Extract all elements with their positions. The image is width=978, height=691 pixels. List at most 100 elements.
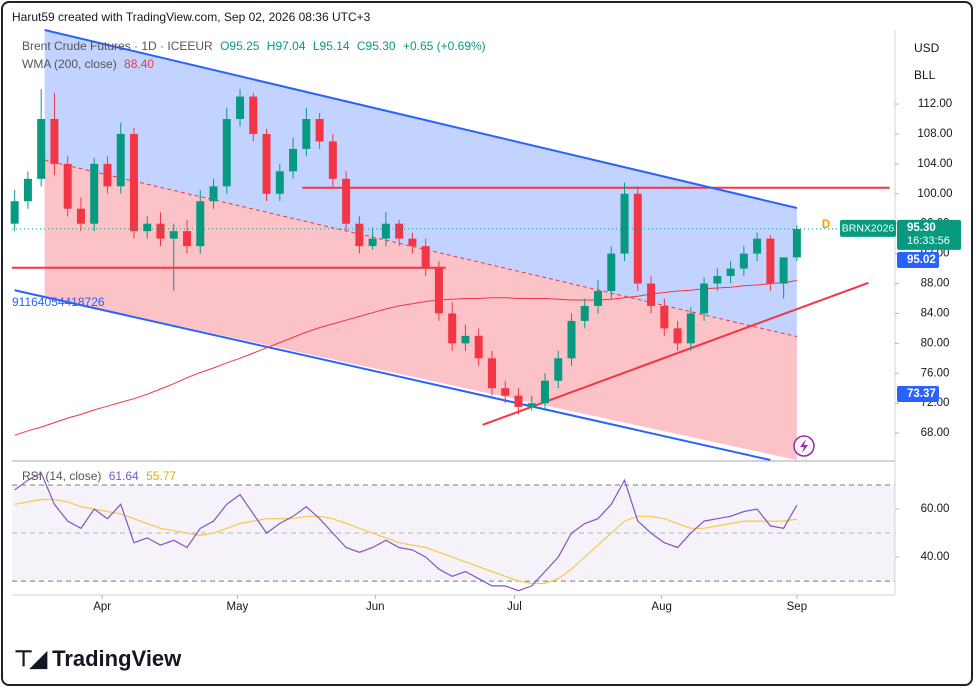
candle-body [103, 163, 112, 187]
candle-body [726, 268, 735, 277]
wma-legend: WMA (200, close) 88.40 [22, 57, 158, 71]
rsi-y-tick-label: 40.00 [921, 551, 950, 563]
channel-fill-lower [44, 160, 797, 460]
candle-body [633, 193, 642, 284]
currency[interactable]: USD [914, 41, 940, 55]
candle-body [129, 133, 138, 232]
rsi-y-tick-label: 60.00 [921, 503, 950, 515]
candle-body [739, 253, 748, 269]
ohlc-close: C95.30 [356, 39, 396, 53]
unit[interactable]: BLL [914, 68, 936, 82]
symbol: Brent Crude Futures · 1D · ICEEUR [22, 39, 213, 53]
x-tick-label: Aug [651, 601, 671, 613]
candle-body [527, 403, 536, 407]
symbol-tag: BRNX2026 [842, 223, 895, 235]
x-tick-label: Jul [507, 601, 522, 613]
countdown: 16:33:56 [907, 235, 950, 247]
candle-body [10, 201, 19, 224]
rsi-line [14, 472, 798, 592]
candle-body [580, 305, 589, 321]
candle-body [448, 313, 457, 344]
y-tick-label: 76.00 [921, 367, 950, 379]
candle-body [501, 388, 510, 396]
y-tick-label: 100.00 [917, 188, 952, 200]
y-tick-label: 68.00 [921, 427, 950, 439]
candle-body [315, 118, 324, 142]
ohlc-low: L95.14 [312, 39, 350, 53]
y-tick-label: 80.00 [921, 337, 950, 349]
candle-body [792, 228, 801, 258]
candle-body [76, 208, 85, 224]
left-label: 91164054418726 [12, 295, 105, 309]
candle-body [514, 395, 523, 407]
candle-body [143, 223, 152, 232]
candle-body [540, 380, 549, 404]
price-tag: 73.37 [907, 388, 936, 400]
legend-row: Brent Crude Futures · 1D · ICEEUR O95.25… [22, 39, 490, 53]
candle-body [567, 320, 576, 359]
candle-body [461, 335, 470, 344]
ohlc-change: +0.65 (+0.69%) [402, 39, 486, 53]
candle-body [262, 133, 271, 194]
candle-body [554, 358, 563, 381]
y-tick-label: 112.00 [918, 98, 952, 110]
candle-body [90, 163, 99, 224]
y-tick-label: 108.00 [917, 128, 952, 140]
candle-body [355, 223, 364, 247]
rsi-value: 61.64 [108, 469, 139, 483]
y-tick-label: 84.00 [921, 307, 950, 319]
last-price-tag-bg [897, 219, 961, 250]
last-price-tag: 95.30 [907, 222, 936, 234]
candle-body [766, 238, 775, 284]
candle-body [686, 313, 695, 344]
candle-body [408, 238, 417, 247]
candle-body [23, 178, 32, 202]
trend-line [44, 159, 798, 338]
wma-value: 88.40 [124, 57, 155, 71]
candle-body [50, 118, 59, 164]
candle-body [37, 118, 46, 179]
candle-body [249, 96, 258, 134]
wma-line [14, 280, 797, 436]
x-tick-label: Sep [787, 601, 807, 613]
alert-marker: D [822, 219, 830, 231]
y-tick-label: 104.00 [917, 158, 952, 170]
candle-body [156, 223, 165, 239]
candle-body [779, 257, 788, 284]
trend-line [44, 29, 798, 209]
rsi-ma-value: 55.77 [146, 469, 177, 483]
ohlc-high: H97.04 [266, 39, 306, 53]
wma-name: WMA (200, close) [22, 57, 117, 71]
candle-body [487, 358, 496, 389]
candle-body [673, 328, 682, 344]
candle-body [381, 223, 390, 239]
ohlc-open: O95.25 [220, 39, 260, 53]
candle-body [63, 163, 72, 209]
logo-text: TradingView [52, 646, 182, 671]
candle-body [209, 186, 218, 202]
candle-body [275, 171, 284, 194]
rsi-ma-line [14, 498, 797, 585]
candle-body [421, 246, 430, 269]
candle-body [607, 253, 616, 291]
candle-body [302, 118, 311, 149]
rsi-name: RSI (14, close) [22, 469, 102, 483]
candle-body [620, 193, 629, 254]
candle-body [700, 283, 709, 314]
candle-body [183, 231, 192, 247]
logo-mark: ⊤◢ [14, 646, 47, 671]
candle-body [342, 178, 351, 224]
candle-body [222, 118, 231, 187]
candle-body [116, 133, 125, 187]
price-tag-bg [897, 252, 939, 268]
x-tick-label: Apr [93, 601, 111, 613]
candle-body [647, 283, 656, 306]
x-tick-label: May [227, 601, 249, 613]
flash-bolt [800, 439, 808, 453]
candle-body [236, 96, 245, 119]
rsi-legend: RSI (14, close) 61.64 55.77 [22, 469, 180, 483]
candle-body [169, 231, 178, 239]
candle-body [594, 290, 603, 306]
